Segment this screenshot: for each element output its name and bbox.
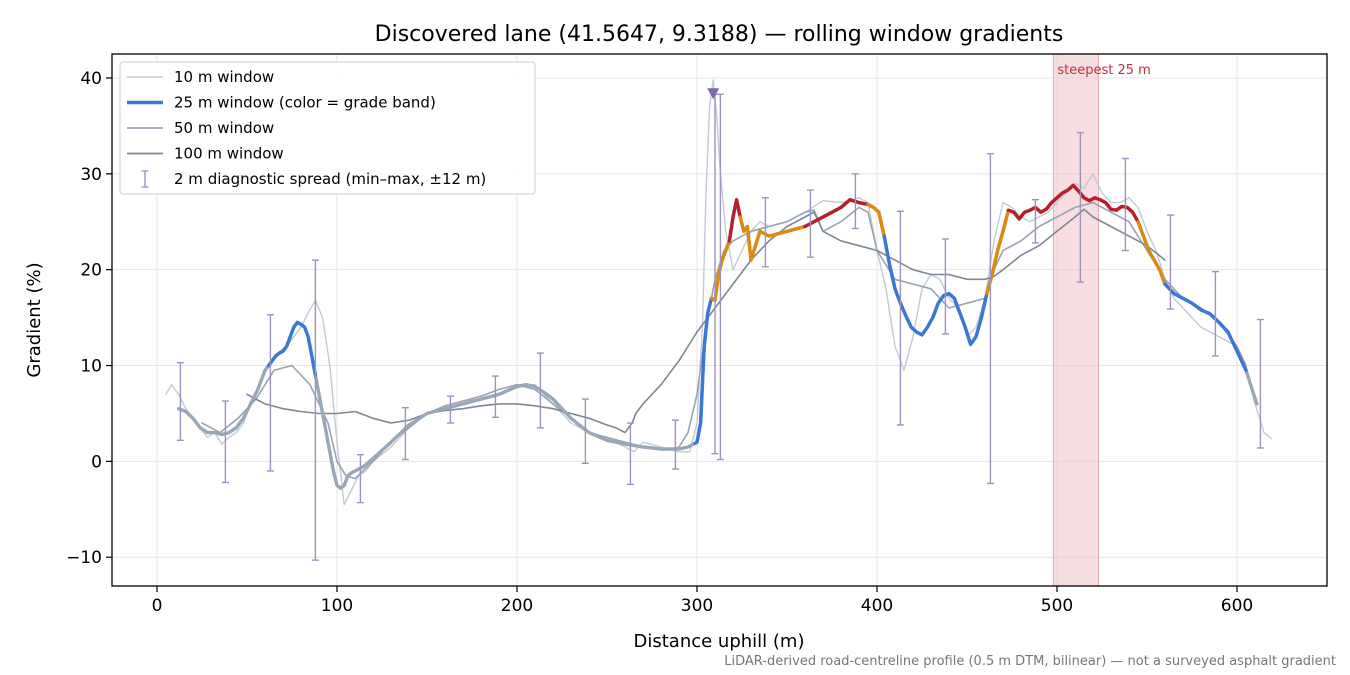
x-tick-label: 0 — [152, 596, 163, 616]
spread-bar — [986, 152, 994, 485]
spread-bar — [1166, 214, 1174, 310]
grade-band-segment — [1163, 282, 1248, 372]
diagnostic-spread — [176, 93, 1264, 561]
grade-band-segment — [693, 296, 714, 445]
steepest-window-rect — [1052, 53, 1099, 587]
spread-bar — [266, 314, 274, 472]
y-tick-label: 0 — [91, 452, 102, 472]
spread-bar — [941, 238, 949, 335]
series-line-w10 — [165, 79, 1272, 506]
steepest-window-label: steepest 25 m — [1057, 63, 1150, 78]
chart-title: Discovered lane (41.5647, 9.3188) — roll… — [375, 22, 1064, 47]
axis-ticks: 0 100 200 300 400 500 600 −10 0 10 20 30 40 — [66, 69, 1253, 616]
legend-item: 100 m window — [127, 145, 284, 163]
spread-bar — [1256, 318, 1264, 449]
spread-bar — [671, 419, 679, 470]
legend: 10 m window 25 m window (color = grade ba… — [119, 61, 536, 195]
x-axis-label: Distance uphill (m) — [634, 631, 805, 652]
legend-label: 100 m window — [174, 145, 284, 163]
grade-band-segment — [738, 215, 807, 262]
steepest-highlight: steepest 25 m — [1052, 53, 1151, 587]
legend-item: 25 m window (color = grade band) — [127, 94, 436, 112]
spread-bar — [626, 422, 634, 486]
y-tick-label: 20 — [80, 261, 102, 281]
spread-bar — [716, 93, 724, 461]
y-tick-label: −10 — [66, 548, 102, 568]
x-tick-label: 200 — [501, 596, 533, 616]
legend-item: 50 m window — [127, 119, 274, 137]
plot-frame — [111, 53, 1328, 587]
spread-bar — [446, 395, 454, 424]
grade-band-segment — [1006, 183, 1140, 224]
x-tick-label: 400 — [861, 596, 893, 616]
y-axis-label: Gradient (%) — [24, 262, 45, 377]
x-tick-label: 100 — [321, 596, 353, 616]
grade-band-segments — [266, 183, 1248, 445]
legend-label: 50 m window — [174, 119, 274, 137]
legend-box — [119, 61, 536, 195]
spread-bar — [1121, 157, 1129, 252]
spread-bar — [1076, 131, 1084, 283]
spread-bar — [311, 259, 319, 561]
y-tick-label: 10 — [80, 357, 102, 377]
spread-bar — [1211, 270, 1219, 357]
spread-bar — [1031, 199, 1039, 244]
peak-triangle-marker — [707, 88, 720, 100]
spread-bar — [491, 375, 499, 418]
legend-label: 25 m window (color = grade band) — [174, 94, 436, 112]
spread-bar — [896, 210, 904, 426]
spread-bar — [536, 352, 544, 429]
spread-bar — [851, 173, 859, 230]
legend-label: 10 m window — [174, 68, 274, 86]
peak-marker — [707, 88, 720, 100]
x-tick-label: 300 — [681, 596, 713, 616]
spread-bar — [401, 407, 409, 461]
spread-bar — [176, 361, 184, 441]
legend-item: 2 m diagnostic spread (min–max, ±12 m) — [141, 170, 486, 188]
grade-band-segment — [1136, 220, 1167, 286]
x-tick-label: 500 — [1041, 596, 1073, 616]
spread-bar — [761, 197, 769, 268]
grade-band-segment — [882, 234, 989, 347]
grade-band-segment — [266, 320, 318, 377]
legend-item: 10 m window — [127, 68, 274, 86]
spread-bar — [356, 453, 364, 504]
legend-label: 2 m diagnostic spread (min–max, ±12 m) — [174, 170, 486, 188]
spread-bar — [221, 400, 229, 484]
grade-band-segment — [866, 202, 886, 238]
y-tick-label: 30 — [80, 165, 102, 185]
footnote: LiDAR-derived road-centreline profile (0… — [724, 654, 1336, 669]
y-tick-label: 40 — [80, 69, 102, 89]
spread-bar — [806, 189, 814, 258]
grade-band-segment — [727, 198, 742, 243]
x-tick-label: 600 — [1221, 596, 1253, 616]
spread-bar — [581, 398, 589, 465]
grade-band-segment — [803, 198, 870, 229]
